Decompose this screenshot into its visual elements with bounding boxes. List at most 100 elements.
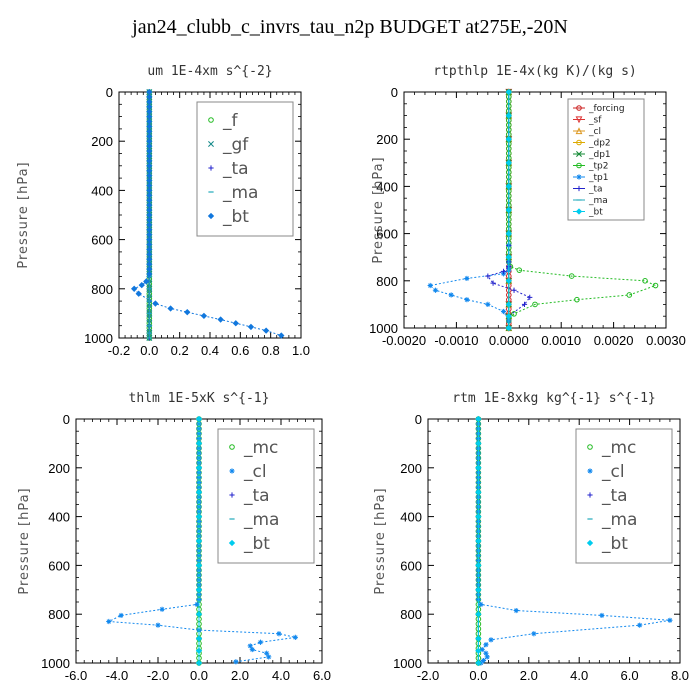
- data-point: [483, 650, 489, 656]
- data-point: [264, 650, 270, 656]
- legend-marker: [228, 539, 236, 547]
- data-point: [195, 611, 203, 618]
- data-point: [448, 292, 454, 298]
- legend-marker: [207, 212, 215, 220]
- legend-marker: [586, 539, 594, 547]
- data-point: [505, 313, 512, 320]
- data-point: [505, 88, 512, 96]
- x-tick-label: -2.0: [147, 668, 169, 683]
- x-tick-label: 4.0: [272, 668, 290, 683]
- legend-entry: _ma: [588, 196, 608, 206]
- legend-entry: _bt: [243, 534, 270, 554]
- legend-entry: _ma: [222, 183, 258, 203]
- data-point: [521, 301, 528, 307]
- y-tick-label: 600: [91, 233, 113, 248]
- y-tick-label: 1000: [369, 321, 398, 336]
- legend-marker: [229, 468, 235, 474]
- data-point: [195, 586, 203, 593]
- series-tp1: [427, 89, 512, 331]
- data-point: [500, 268, 507, 274]
- data-point: [516, 267, 523, 273]
- chart-panel-4: rtm 1E-8xkg kg^{-1} s^{-1} -2.0 0.0 2.0 4.0 6…: [373, 391, 689, 683]
- chart-title: rtm 1E-8xkg kg^{-1} s^{-1}: [452, 391, 656, 406]
- data-point: [505, 324, 512, 332]
- y-axis-label: Pressure [hPa]: [17, 487, 32, 594]
- data-point: [527, 294, 533, 300]
- data-point: [475, 562, 482, 569]
- y-axis-label: Pressure [hPa]: [371, 156, 386, 263]
- data-point: [278, 332, 285, 339]
- data-point: [195, 635, 203, 642]
- y-tick-label: 400: [48, 510, 70, 525]
- data-point: [475, 659, 482, 667]
- y-tick-label: 0: [63, 412, 70, 427]
- legend-entry: _tp2: [588, 162, 608, 172]
- data-point: [667, 617, 673, 623]
- legend-entry: _sf: [588, 116, 602, 126]
- legend: _f _gf _ta _ma _bt: [196, 101, 294, 237]
- data-point: [485, 301, 491, 307]
- data-point: [167, 305, 174, 312]
- legend-entry: _cl: [243, 462, 267, 482]
- data-point: [513, 607, 519, 614]
- y-tick-label: 800: [400, 607, 422, 622]
- data-point: [195, 415, 203, 423]
- data-point: [511, 311, 517, 317]
- legend-marker: [587, 492, 593, 498]
- x-tick-label: -0.0010: [434, 333, 478, 348]
- data-point: [195, 659, 203, 667]
- figure-title: jan24_clubb_c_invrs_tau_n2p BUDGET at275…: [132, 16, 568, 38]
- data-point: [488, 637, 494, 643]
- data-point: [505, 230, 512, 237]
- legend-marker: [208, 165, 214, 171]
- data-point: [138, 281, 145, 289]
- chart-title: um 1E-4xm s^{-2}: [147, 64, 272, 79]
- x-tick-label: 0.0020: [594, 333, 634, 348]
- x-tick-label: 0.4: [201, 343, 219, 358]
- legend-marker: [576, 185, 582, 192]
- legend-marker: [576, 174, 582, 180]
- data-point: [490, 280, 496, 286]
- legend-entry: _ma: [601, 510, 637, 530]
- x-tick-label: 0.8: [262, 343, 280, 358]
- data-point: [505, 136, 512, 143]
- y-tick-label: 1000: [84, 331, 113, 346]
- chart-panel-1: um 1E-4xm s^{-2} -0.2 0.0 0.2 0.4 0.6 0.8 1.0 0 2…: [16, 64, 310, 358]
- series-line: [429, 92, 510, 328]
- data-point: [464, 297, 470, 303]
- data-point: [233, 659, 239, 665]
- legend-marker: [576, 151, 582, 157]
- x-tick-label: 2.0: [231, 668, 249, 683]
- legend-marker: [208, 117, 214, 123]
- x-tick-label: 0.0: [469, 668, 487, 683]
- data-point: [184, 309, 191, 316]
- data-point: [464, 275, 470, 282]
- data-point: [262, 327, 270, 334]
- legend-entry: _bt: [222, 207, 249, 227]
- data-point: [247, 643, 253, 649]
- y-tick-label: 0: [391, 85, 398, 100]
- y-tick-label: 800: [91, 282, 113, 297]
- data-point: [475, 586, 482, 593]
- series-bt: [195, 415, 203, 667]
- legend-entry: _bt: [601, 534, 628, 554]
- x-tick-label: 6.0: [313, 668, 331, 683]
- legend-entry: _cl: [588, 127, 601, 137]
- data-point: [642, 278, 648, 284]
- x-tick-label: 0.0010: [541, 333, 581, 348]
- data-point: [637, 622, 643, 628]
- data-point: [159, 606, 165, 612]
- data-point: [200, 312, 208, 320]
- y-tick-label: 200: [376, 132, 398, 147]
- data-point: [511, 287, 517, 293]
- chart-panel-3: thlm 1E-5xK s^{-1} -6.0 -4.0 -2.0 0.0 2.0 4.0 6…: [17, 391, 331, 683]
- y-axis-label: Pressure [hPa]: [16, 161, 31, 268]
- x-tick-label: -2.0: [417, 668, 439, 683]
- data-point: [505, 159, 512, 166]
- data-point: [531, 631, 537, 637]
- x-tick-label: 6.0: [621, 668, 639, 683]
- x-tick-label: 4.0: [570, 668, 588, 683]
- data-point: [195, 537, 203, 545]
- y-tick-label: 1000: [393, 656, 422, 671]
